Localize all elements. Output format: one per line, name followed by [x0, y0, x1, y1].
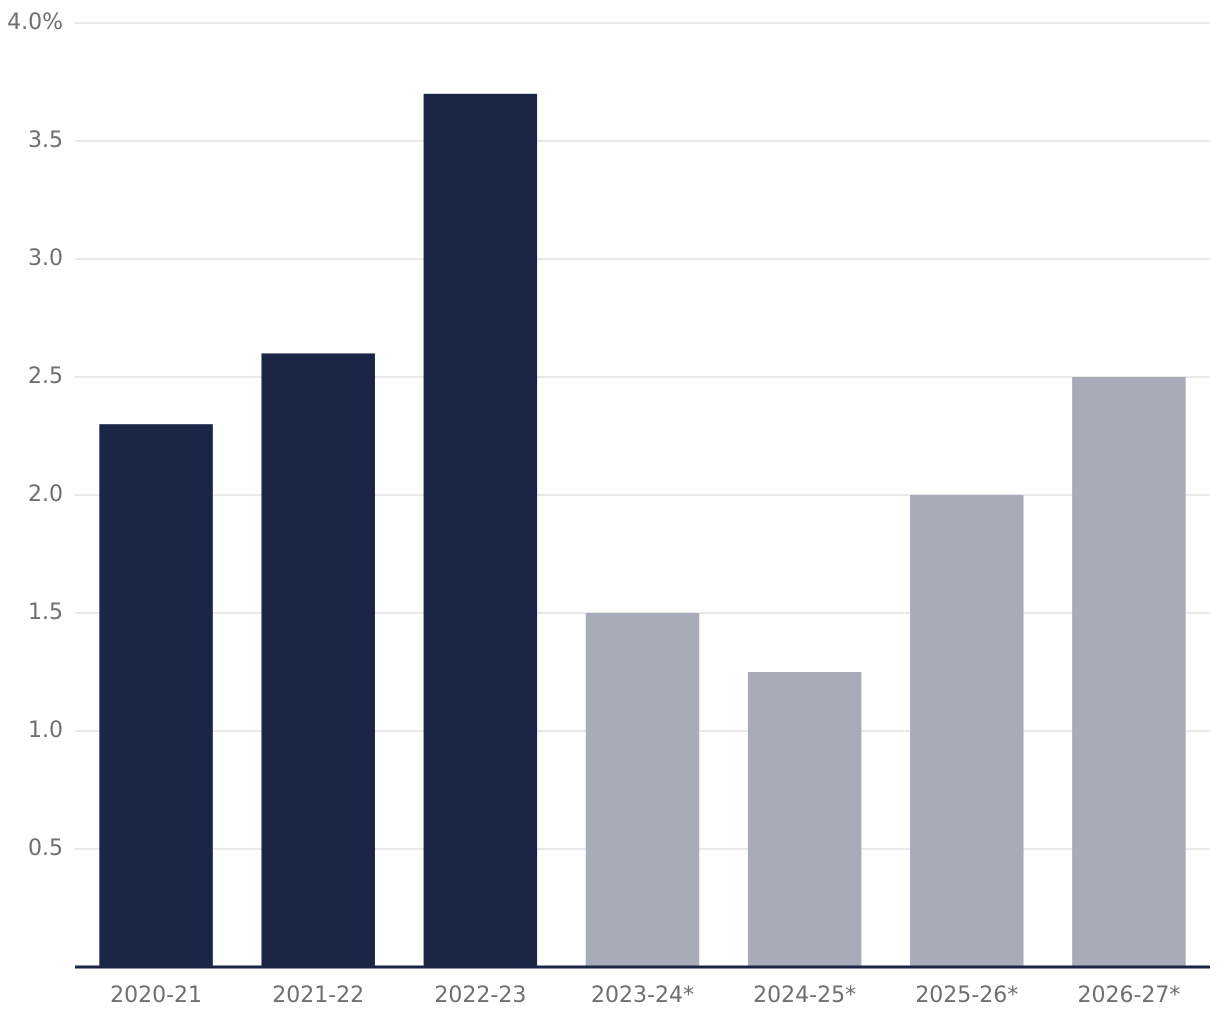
y-tick-label: 4.0% — [7, 10, 63, 35]
bar — [910, 495, 1024, 967]
y-tick-label: 1.5 — [28, 600, 63, 625]
y-tick-label: 1.0 — [28, 718, 63, 743]
y-tick-label: 0.5 — [28, 836, 63, 861]
bar — [585, 613, 700, 967]
bar — [99, 424, 213, 967]
y-tick-label: 3.0 — [28, 246, 63, 271]
y-tick-label: 3.5 — [28, 128, 63, 153]
x-tick-label: 2022-23 — [434, 983, 526, 1008]
x-tick-label: 2021-22 — [272, 983, 364, 1008]
x-tick-label: 2024-25* — [753, 983, 856, 1008]
bar — [423, 93, 538, 968]
y-tick-label: 2.0 — [28, 482, 63, 507]
x-tick-label: 2020-21 — [110, 983, 202, 1008]
bar — [1072, 377, 1186, 967]
bar — [747, 672, 862, 967]
x-tick-label: 2026-27* — [1077, 983, 1180, 1008]
y-tick-label: 2.5 — [28, 364, 63, 389]
x-tick-label: 2023-24* — [591, 983, 694, 1008]
x-tick-label: 2025-26* — [915, 983, 1018, 1008]
bar — [261, 353, 375, 967]
